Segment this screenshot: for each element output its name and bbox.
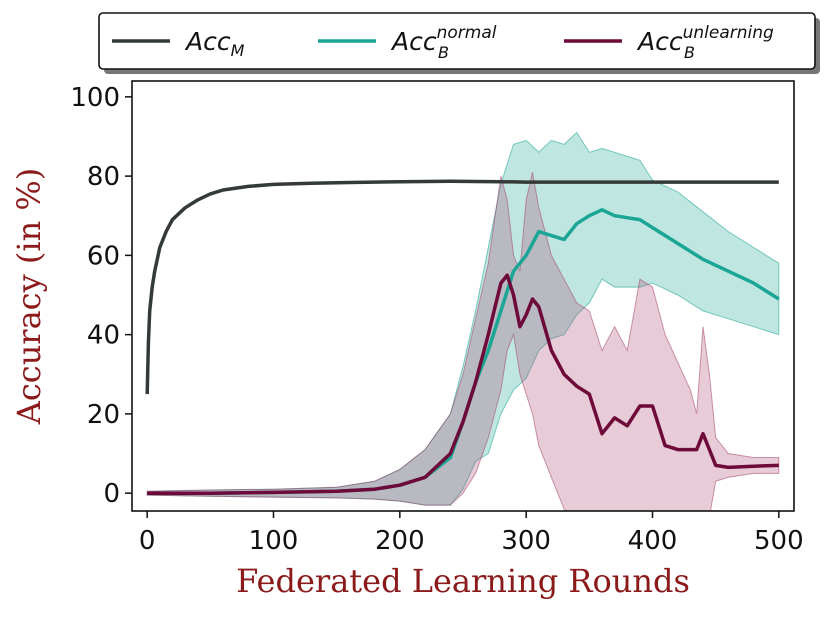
confidence-bands: [146, 131, 780, 511]
series-unlearning-band: [146, 172, 780, 511]
x-tick-label: 400: [628, 526, 678, 556]
series-1-line: [145, 179, 779, 395]
x-axis-title: Federated Learning Rounds: [236, 562, 690, 600]
x-axis-ticks: 0 100 200 300 400 500: [139, 511, 804, 556]
legend-label: Accunlearning: [636, 23, 774, 56]
legend-label: Accnormal: [390, 23, 497, 56]
series-lines: [145, 179, 780, 495]
x-tick-label: 200: [375, 526, 425, 556]
x-tick-label: 500: [754, 526, 804, 556]
x-tick-label: 100: [249, 526, 299, 556]
series-unlearning-line: [147, 273, 779, 495]
legend-entry: AccM: [112, 27, 245, 60]
y-tick-label: 0: [103, 479, 120, 509]
plot-area: 0 100 200 300 400 500 0 20 40 60 80 100: [70, 80, 804, 556]
legend-label: AccM: [184, 27, 245, 60]
y-tick-label: 20: [87, 400, 120, 430]
x-tick-label: 0: [139, 526, 156, 556]
x-tick-label: 300: [501, 526, 551, 556]
y-axis-title: Accuracy (in %): [10, 168, 48, 426]
y-tick-label: 80: [87, 162, 120, 192]
legend-label-sub: B: [684, 43, 695, 62]
y-axis-ticks: 0 20 40 60 80 100: [70, 83, 132, 509]
series-normal-band: [146, 131, 780, 506]
legend-frame: [98, 12, 816, 70]
y-tick-label: 100: [70, 83, 120, 113]
plot-frame: [131, 80, 795, 512]
y-tick-label: 60: [87, 241, 120, 271]
y-tick-label: 40: [87, 321, 120, 351]
legend-label-sub: B: [438, 43, 449, 62]
